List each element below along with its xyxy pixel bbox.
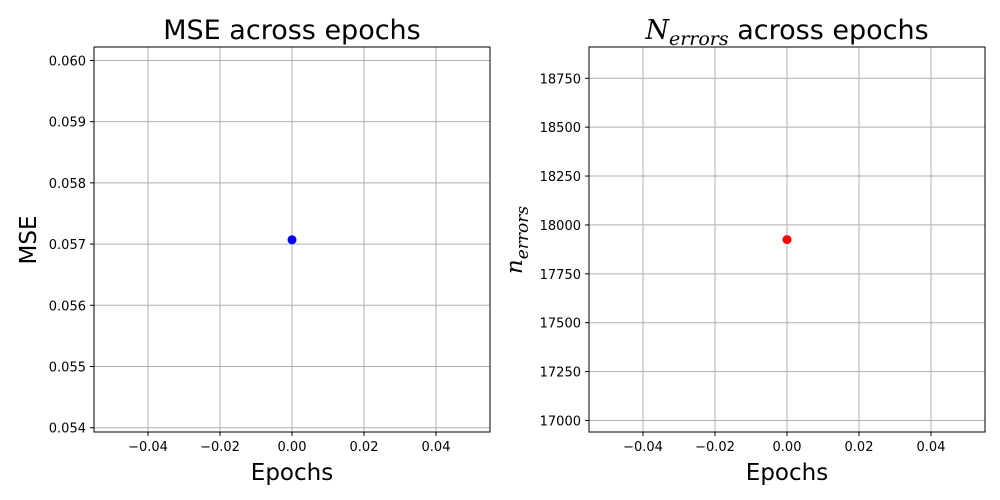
errors-y-tick-label: 17500 xyxy=(540,317,581,332)
mse-x-tick-label: 0.02 xyxy=(350,440,379,455)
mse-chart: −0.04 −0.02 0.00 0.02 0.04 0.054 0.055 0.056 0.0… xyxy=(16,15,491,486)
errors-x-tick-label: 0.00 xyxy=(773,440,802,455)
errors-title-rest: across epochs xyxy=(729,15,929,46)
errors-x-tick-label: 0.04 xyxy=(917,440,946,455)
mse-x-tick-label: −0.02 xyxy=(200,440,240,455)
mse-x-tick-label: −0.04 xyxy=(128,440,168,455)
errors-y-tick-label: 17000 xyxy=(540,414,581,429)
errors-chart: −0.04 −0.02 0.00 0.02 0.04 17000 17250 17500 177… xyxy=(502,15,986,486)
errors-data-point xyxy=(782,235,792,245)
errors-x-tick-label: −0.02 xyxy=(695,440,735,455)
errors-y-tick-label: 18750 xyxy=(540,72,581,87)
mse-x-tick-label: 0.04 xyxy=(422,440,451,455)
mse-x-axis-label: Epochs xyxy=(251,460,333,486)
errors-y-tick-label: 18500 xyxy=(540,121,581,136)
mse-x-tick-label: 0.00 xyxy=(278,440,307,455)
mse-data-point xyxy=(287,235,297,245)
mse-y-tick-label: 0.060 xyxy=(49,54,86,69)
mse-chart-title: MSE across epochs xyxy=(163,15,421,46)
errors-y-tick-label: 17250 xyxy=(540,366,581,381)
mse-y-tick-label: 0.057 xyxy=(49,238,86,253)
mse-y-axis-label: MSE xyxy=(16,216,42,265)
mse-y-tick-label: 0.059 xyxy=(49,116,86,131)
errors-x-tick-label: 0.02 xyxy=(845,440,874,455)
mse-y-tick-label: 0.058 xyxy=(49,177,86,192)
errors-y-tick-label: 17750 xyxy=(540,268,581,283)
errors-chart-title: Nerrors across epochs xyxy=(644,15,928,50)
errors-title-subscript: errors xyxy=(669,28,729,50)
errors-ylabel-symbol: n xyxy=(502,259,528,274)
errors-title-symbol: N xyxy=(644,15,670,46)
mse-y-tick-label: 0.054 xyxy=(49,422,86,437)
mse-y-tick-label: 0.056 xyxy=(49,299,86,314)
errors-x-axis-label: Epochs xyxy=(746,460,828,486)
errors-x-tick-label: −0.04 xyxy=(623,440,663,455)
mse-y-tick-label: 0.055 xyxy=(49,361,86,376)
errors-y-tick-label: 18000 xyxy=(540,219,581,234)
errors-y-axis-label: nerrors xyxy=(502,206,533,275)
errors-ylabel-subscript: errors xyxy=(513,206,533,260)
errors-y-tick-label: 18250 xyxy=(540,170,581,185)
